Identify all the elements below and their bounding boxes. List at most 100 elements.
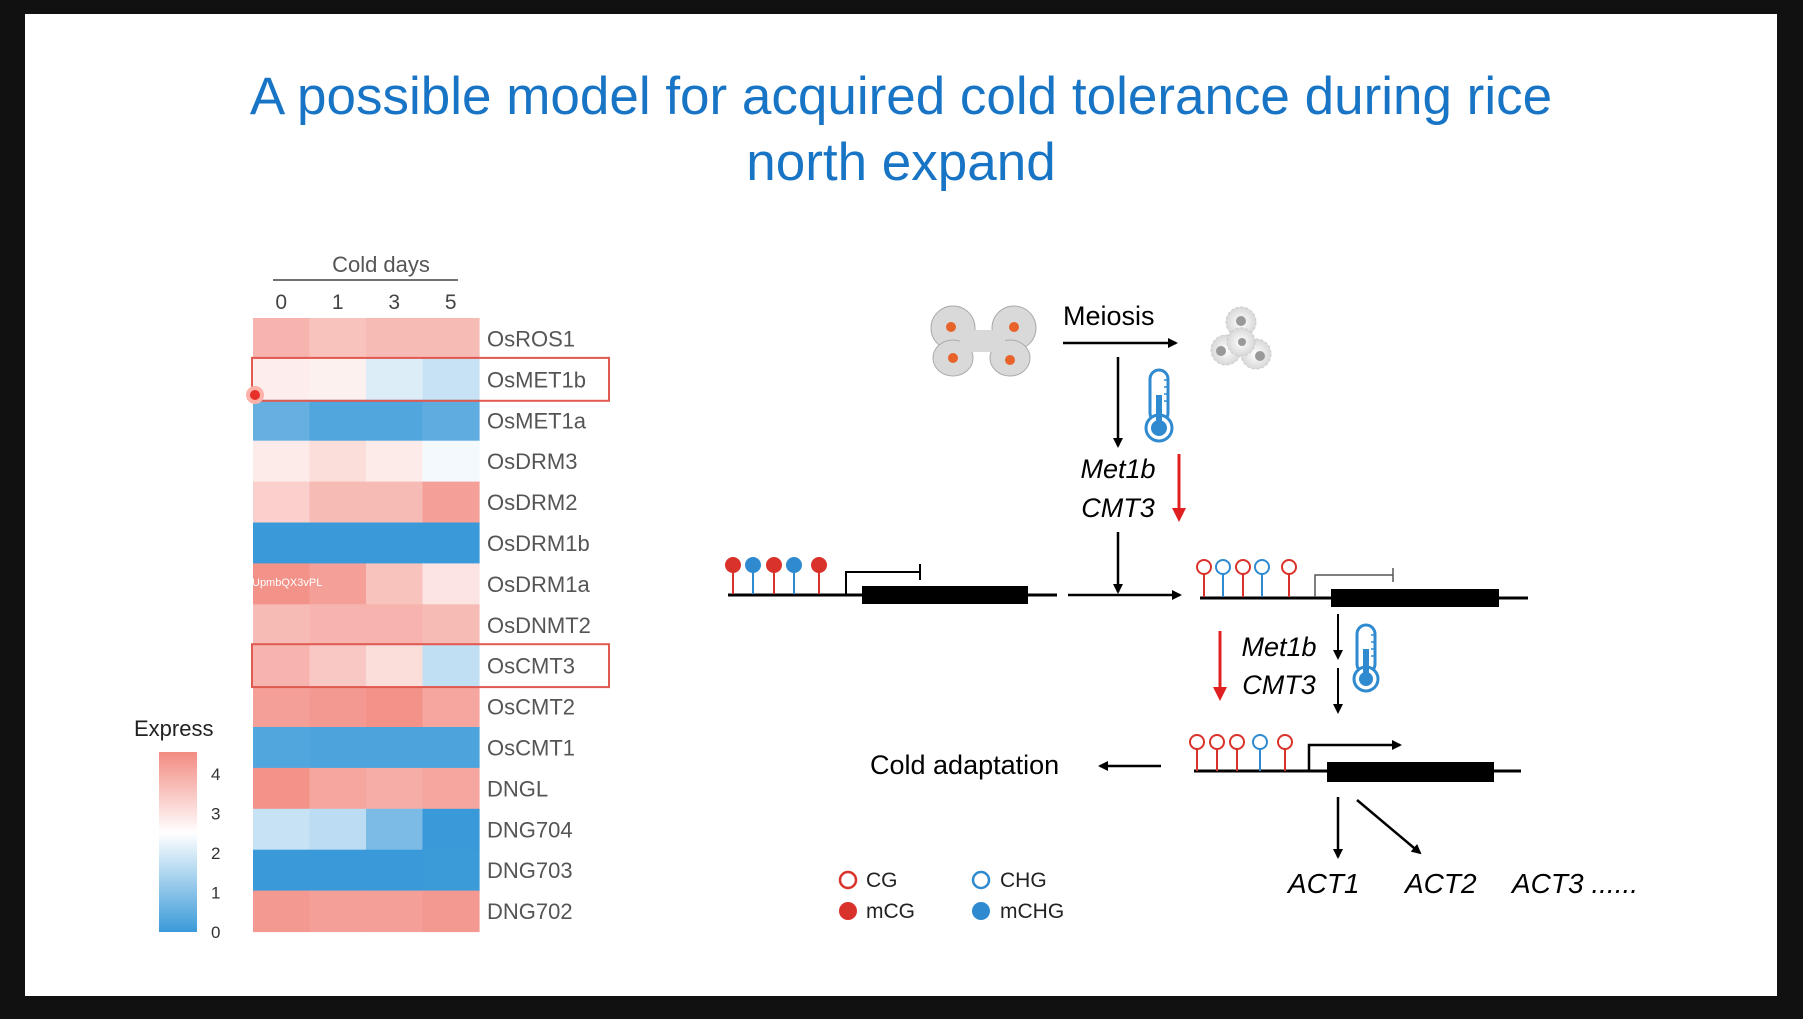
heatmap-cell <box>366 358 424 401</box>
heatmap-cell <box>253 440 311 483</box>
heatmap-row-label: OsMET1a <box>487 408 587 433</box>
act2-label: ACT2 <box>1403 868 1477 899</box>
lollipop-head <box>811 557 827 573</box>
heatmap-cell <box>366 481 424 524</box>
title-line-2: north expand <box>746 133 1056 192</box>
heatmap-cell <box>366 890 424 933</box>
mcg-legend-icon <box>839 902 857 920</box>
heatmap-cell <box>309 440 367 483</box>
heatmap-cell <box>253 645 311 687</box>
heatmap-cell <box>253 686 311 728</box>
heatmap-col-3: 5 <box>445 291 457 314</box>
lollipop-head <box>786 557 802 573</box>
heatmap-legend-ticks: 4 3 2 1 0 <box>211 765 220 942</box>
legend-tick: 4 <box>211 765 220 784</box>
heatmap-cell <box>422 522 480 564</box>
heatmap-highlights <box>251 356 610 689</box>
heatmap-cell <box>422 890 480 933</box>
heatmap-cell <box>422 645 480 687</box>
heatmap-cell <box>309 563 367 605</box>
gene-model-methylated <box>725 557 1057 604</box>
thermometer-icon-mid <box>1352 623 1380 693</box>
heatmap-cell <box>422 808 480 851</box>
heatmap: Cold days 0 1 3 5 OsROS1 OsMET1b OsMET1a OsDRM… <box>134 252 610 942</box>
heatmap-row-label: DNG703 <box>487 858 573 883</box>
cg-legend-label: CG <box>866 869 898 892</box>
heatmap-watermark: UpmbQX3vPL <box>252 577 322 589</box>
heatmap-column-headers: 0 1 3 5 <box>275 291 456 314</box>
heatmap-cell <box>366 767 424 810</box>
heatmap-cell <box>366 727 424 769</box>
chromosome-cluster-icon <box>930 305 1037 377</box>
methylation-sites-right <box>1196 559 1297 597</box>
heatmap-row-label: OsDRM3 <box>487 449 577 474</box>
heatmap-row-labels: OsROS1 OsMET1b OsMET1a OsDRM3 OsDRM2 OsDRM1b O… <box>487 326 591 924</box>
act2-arrow <box>1356 799 1422 855</box>
heatmap-cell <box>253 808 311 851</box>
legend-tick: 2 <box>211 844 220 863</box>
heatmap-cell <box>253 890 311 933</box>
cmt3-label-mid: CMT3 <box>1242 670 1316 700</box>
mchg-legend-icon <box>972 902 990 920</box>
title-line-1: A possible model for acquired cold toler… <box>249 67 1553 126</box>
heatmap-cell <box>253 727 311 769</box>
lollipop-head <box>1196 559 1212 575</box>
met1b-label-mid: Met1b <box>1241 632 1316 662</box>
act3-label: ACT3 ...... <box>1510 868 1638 899</box>
heatmap-cell <box>309 645 367 687</box>
heatmap-cell <box>366 440 424 483</box>
heatmap-cell <box>422 481 480 524</box>
thermometer-icon <box>1144 368 1174 443</box>
heatmap-row-label: OsCMT2 <box>487 695 575 720</box>
heatmap-cell <box>253 849 311 892</box>
heatmap-cell <box>422 399 480 442</box>
heatmap-row-label: DNG702 <box>487 899 573 924</box>
heatmap-cell <box>253 767 311 810</box>
methylation-sites-left <box>725 557 827 594</box>
heatmap-row-label: OsDNMT2 <box>487 613 591 638</box>
heatmap-legend-title: Express <box>134 716 213 741</box>
lollipop-head <box>1252 734 1268 750</box>
lollipop-head <box>745 557 761 573</box>
highlight-box <box>251 643 610 689</box>
heatmap-cell <box>366 563 424 605</box>
legend-tick: 1 <box>211 884 220 903</box>
lollipop-head <box>1277 734 1293 750</box>
lollipop-head <box>1235 559 1251 575</box>
slide-title: A possible model for acquired cold toler… <box>25 64 1777 196</box>
heatmap-cell <box>366 808 424 851</box>
mcg-legend-label: mCG <box>866 900 915 923</box>
heatmap-col-0: 0 <box>275 291 287 314</box>
heatmap-cell <box>309 604 367 646</box>
heatmap-cell <box>422 358 480 401</box>
chg-legend-label: CHG <box>1000 869 1047 892</box>
heatmap-cell <box>309 399 367 442</box>
heatmap-col-1: 1 <box>332 291 344 314</box>
legend-tick: 3 <box>211 805 220 824</box>
cursor-dot <box>246 386 264 404</box>
meiosis-label: Meiosis <box>1063 301 1155 331</box>
heatmap-row-label: DNGL <box>487 776 548 801</box>
lollipop-head <box>1229 734 1245 750</box>
heatmap-cell <box>309 727 367 769</box>
cold-adaptation-label: Cold adaptation <box>870 750 1059 780</box>
met1b-label-top: Met1b <box>1080 454 1155 484</box>
gene-model-active <box>1189 734 1521 782</box>
heatmap-cell <box>422 318 480 360</box>
heatmap-cell <box>422 767 480 810</box>
heatmap-header: Cold days <box>332 252 430 277</box>
mchg-legend-label: mCHG <box>1000 900 1064 923</box>
methylation-sites-bottom <box>1189 734 1293 771</box>
heatmap-cell <box>253 604 311 646</box>
lollipop-head <box>1254 559 1270 575</box>
gene-model-demethylated <box>1196 559 1528 607</box>
heatmap-cell <box>253 481 311 524</box>
heatmap-cell <box>309 318 367 360</box>
heatmap-cell <box>422 604 480 646</box>
heatmap-col-2: 3 <box>388 291 400 314</box>
chg-legend-icon <box>971 870 991 890</box>
heatmap-cell <box>309 522 367 564</box>
heatmap-cell <box>422 727 480 769</box>
heatmap-cell <box>366 318 424 360</box>
